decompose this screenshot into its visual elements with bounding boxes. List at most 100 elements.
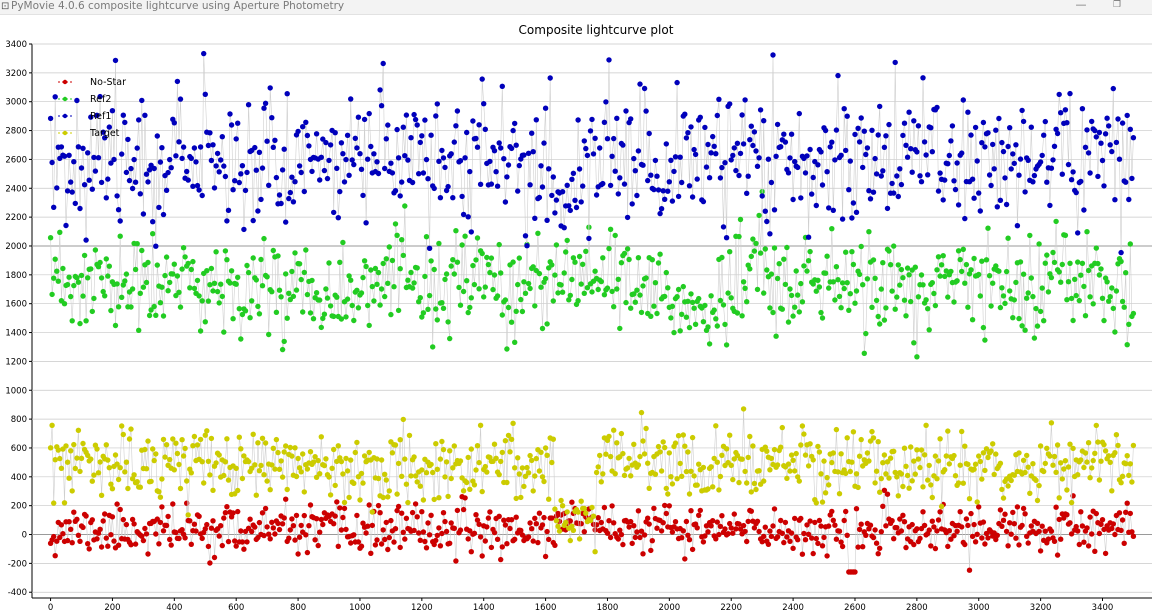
y-tick-label: 2000 — [5, 242, 27, 252]
data-point — [408, 473, 414, 479]
data-point — [680, 528, 686, 534]
data-point — [283, 496, 289, 502]
data-point — [190, 443, 196, 449]
data-point — [807, 248, 813, 255]
data-point — [680, 283, 686, 290]
data-point — [204, 428, 210, 434]
data-point — [163, 522, 170, 529]
data-point — [1059, 261, 1066, 268]
data-point — [252, 524, 258, 530]
data-point — [606, 245, 612, 252]
data-point — [456, 284, 462, 291]
data-point — [779, 306, 785, 312]
data-point — [411, 280, 417, 286]
data-point — [909, 169, 915, 175]
data-point — [549, 515, 555, 521]
minimize-icon[interactable]: — — [1075, 0, 1087, 11]
data-point — [1092, 127, 1098, 134]
data-point — [360, 480, 366, 486]
data-point — [80, 524, 86, 531]
data-point — [187, 518, 193, 524]
data-point — [402, 203, 408, 209]
data-point — [1081, 207, 1087, 213]
data-point — [422, 117, 428, 123]
data-point — [344, 132, 351, 138]
data-point — [826, 523, 832, 529]
data-point — [75, 427, 82, 433]
data-point — [57, 229, 63, 235]
data-point — [604, 285, 611, 291]
data-point — [1037, 548, 1044, 554]
data-point — [496, 513, 502, 519]
data-point — [606, 433, 612, 440]
data-point — [383, 519, 389, 526]
data-point — [309, 277, 315, 284]
data-point — [589, 116, 595, 123]
data-point — [1008, 531, 1014, 537]
data-point — [810, 550, 816, 557]
data-point — [816, 284, 823, 290]
data-point — [736, 233, 742, 240]
data-point — [399, 237, 405, 243]
data-point — [269, 289, 275, 295]
data-point — [730, 530, 736, 536]
data-point — [397, 544, 403, 551]
data-point — [592, 135, 598, 141]
data-point — [945, 294, 951, 300]
maximize-icon[interactable]: ❐ — [1112, 0, 1122, 10]
data-point — [196, 293, 202, 299]
data-point — [89, 517, 96, 523]
data-point — [1042, 118, 1049, 125]
data-point — [436, 495, 442, 501]
data-point — [1121, 304, 1127, 310]
data-point — [484, 469, 490, 475]
data-point — [728, 525, 734, 531]
data-point — [1085, 543, 1092, 549]
data-point — [219, 542, 225, 549]
data-point — [273, 309, 280, 315]
data-point — [795, 292, 801, 298]
data-point — [74, 455, 80, 461]
data-point — [332, 130, 338, 136]
data-point — [494, 293, 501, 299]
data-point — [757, 250, 764, 256]
data-point — [606, 57, 612, 63]
data-point — [578, 199, 584, 205]
data-point — [1102, 550, 1109, 557]
data-point — [774, 534, 781, 540]
data-point — [805, 234, 812, 240]
data-point — [855, 484, 861, 491]
data-point — [1056, 495, 1062, 501]
data-point — [873, 297, 880, 304]
data-point — [666, 179, 672, 185]
data-point — [829, 139, 835, 145]
data-point — [318, 434, 324, 440]
data-point — [833, 536, 840, 542]
data-point — [457, 527, 464, 533]
data-point — [1124, 453, 1130, 459]
data-point — [869, 428, 875, 435]
data-point — [779, 424, 785, 431]
data-point — [105, 543, 111, 549]
data-point — [935, 517, 942, 523]
data-point — [1039, 152, 1045, 159]
data-point — [816, 449, 823, 455]
data-point — [928, 543, 934, 549]
data-point — [861, 128, 867, 134]
y-tick-label: 2600 — [5, 155, 27, 165]
data-point — [317, 297, 323, 303]
data-point — [71, 441, 77, 448]
data-point — [744, 480, 750, 486]
data-point — [230, 510, 236, 516]
data-point — [202, 526, 208, 532]
data-point — [317, 177, 323, 183]
data-point — [886, 248, 892, 254]
data-point — [165, 513, 171, 520]
data-point — [870, 534, 877, 541]
data-point — [287, 527, 293, 533]
data-point — [555, 523, 561, 529]
data-point — [657, 449, 663, 455]
data-point — [202, 319, 208, 325]
data-point — [72, 465, 79, 472]
